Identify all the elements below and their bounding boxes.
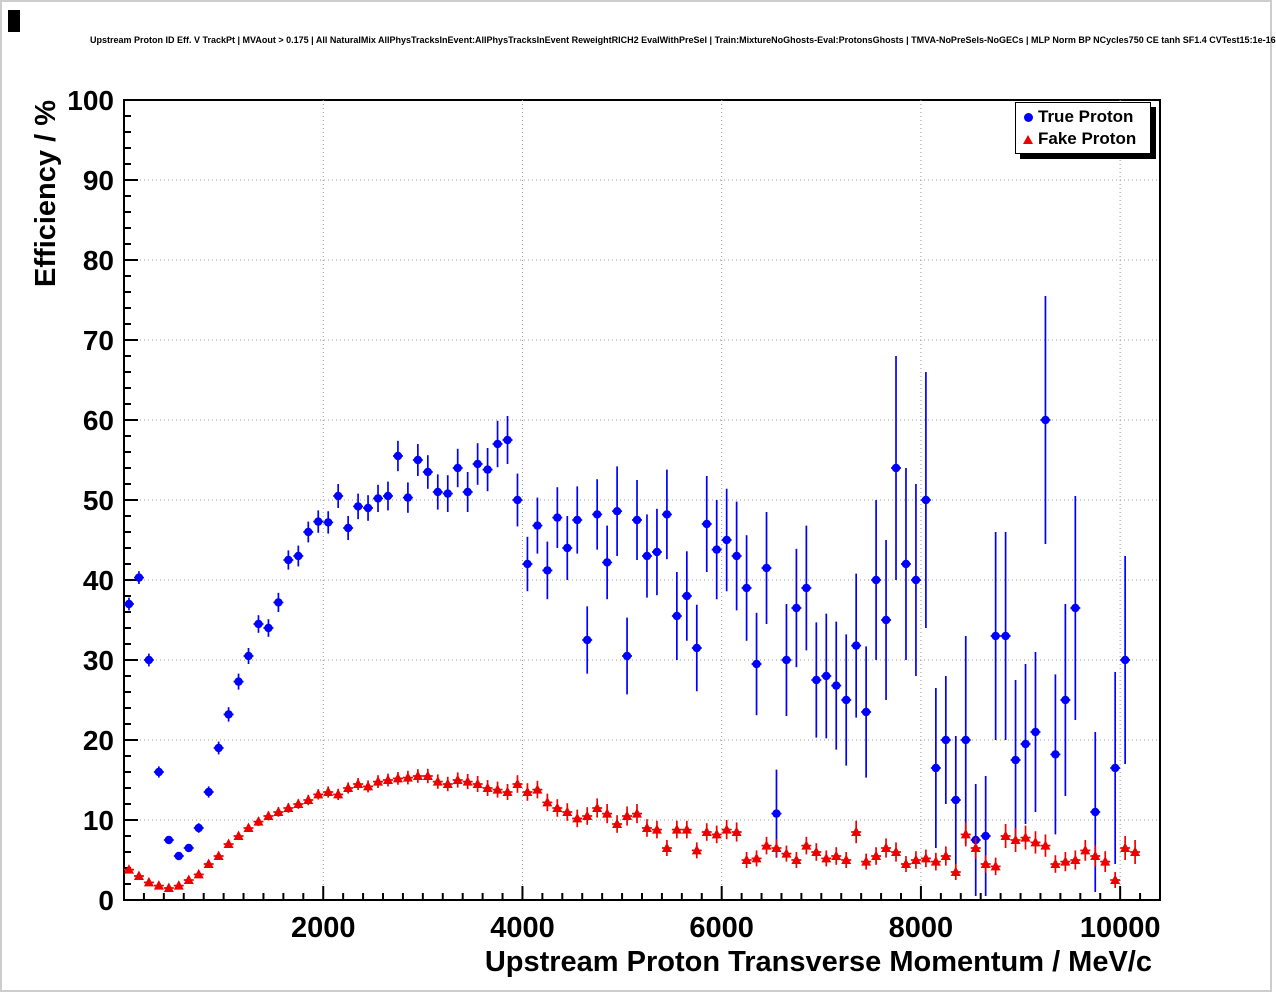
svg-text:60: 60 xyxy=(83,405,114,436)
svg-text:10: 10 xyxy=(83,805,114,836)
axis-ticks xyxy=(123,99,1161,901)
legend-label-true-proton: True Proton xyxy=(1038,107,1134,126)
series-fake-proton xyxy=(123,768,1141,892)
svg-text:10000: 10000 xyxy=(1080,912,1161,944)
legend: True Proton Fake Proton xyxy=(1015,102,1151,154)
legend-entry-fake-proton: Fake Proton xyxy=(1020,128,1150,150)
legend-entry-true-proton: True Proton xyxy=(1020,106,1150,128)
svg-text:70: 70 xyxy=(83,325,114,356)
legend-label-fake-proton: Fake Proton xyxy=(1038,129,1137,148)
svg-text:8000: 8000 xyxy=(889,912,954,944)
tick-labels: 2000 4000 6000 8000 10000 0 10 20 30 40 50 60 70 80 90… xyxy=(67,85,1160,944)
svg-text:50: 50 xyxy=(83,485,114,516)
y-axis-title: Efficiency / % xyxy=(30,100,62,287)
svg-text:90: 90 xyxy=(83,165,114,196)
svg-text:2000: 2000 xyxy=(291,912,356,944)
fake-proton-marker-icon xyxy=(1023,134,1033,144)
svg-text:80: 80 xyxy=(83,245,114,276)
svg-text:30: 30 xyxy=(83,645,114,676)
corner-box xyxy=(8,10,20,32)
svg-text:6000: 6000 xyxy=(689,912,754,944)
svg-text:0: 0 xyxy=(98,885,114,916)
svg-text:100: 100 xyxy=(67,85,114,116)
svg-text:40: 40 xyxy=(83,565,114,596)
true-proton-marker-icon xyxy=(1023,112,1033,122)
x-axis-title: Upstream Proton Transverse Momentum / Me… xyxy=(484,946,1152,978)
gridlines xyxy=(124,100,1160,900)
svg-text:4000: 4000 xyxy=(490,912,555,944)
series-true-proton xyxy=(124,296,1131,896)
svg-text:20: 20 xyxy=(83,725,114,756)
plot-title: Upstream Proton ID Eff. V TrackPt | MVAo… xyxy=(90,35,1276,45)
